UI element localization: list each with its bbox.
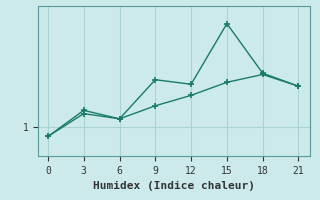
X-axis label: Humidex (Indice chaleur): Humidex (Indice chaleur) — [93, 181, 255, 191]
